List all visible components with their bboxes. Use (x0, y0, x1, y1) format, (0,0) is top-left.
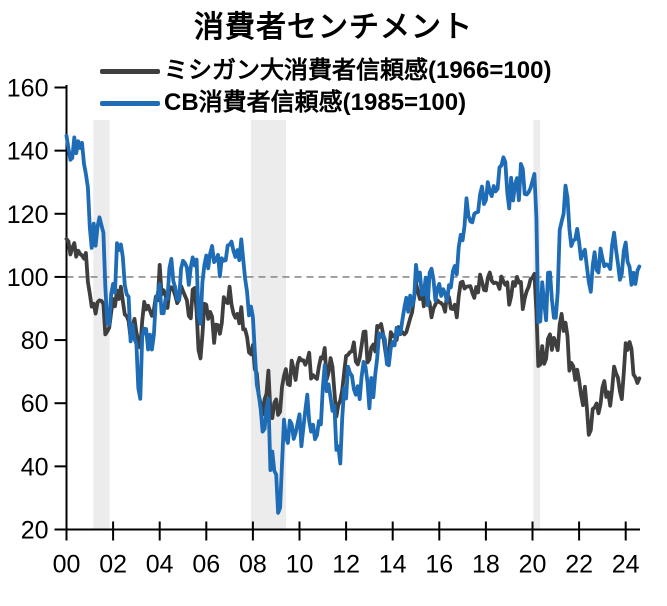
x-tick-label-04: 04 (146, 551, 174, 579)
legend-label-michigan: ミシガン大消費者信頼感(1966=100) (164, 57, 552, 84)
x-tick-label-16: 16 (425, 551, 453, 579)
legend-row-michigan: ミシガン大消費者信頼感(1966=100) (100, 55, 551, 87)
x-tick-label-20: 20 (519, 551, 547, 579)
y-tick-label-40: 40 (21, 453, 49, 481)
recession-band (93, 85, 110, 530)
y-tick-label-140: 140 (7, 138, 49, 166)
chart-title: 消費者センチメント (194, 11, 473, 44)
x-tick-label-22: 22 (565, 551, 593, 579)
x-tick-label-08: 08 (239, 551, 267, 579)
x-tick-label-10: 10 (286, 551, 314, 579)
x-tick-label-00: 00 (53, 551, 81, 579)
x-tick-label-24: 24 (612, 551, 640, 579)
y-tick-label-20: 20 (21, 517, 49, 545)
chart-legend: ミシガン大消費者信頼感(1966=100) CB消費者信頼感(1985=100) (92, 54, 558, 120)
x-tick-label-02: 02 (99, 551, 127, 579)
legend-line-michigan-icon (100, 68, 160, 74)
y-tick-label-160: 160 (7, 75, 49, 103)
x-tick-label-18: 18 (472, 551, 500, 579)
y-tick-label-120: 120 (7, 201, 49, 229)
legend-row-cb: CB消費者信頼感(1985=100) (100, 87, 551, 119)
x-tick-label-06: 06 (192, 551, 220, 579)
x-tick-label-12: 12 (332, 551, 360, 579)
x-tick-label-14: 14 (379, 551, 407, 579)
series-line-cb (64, 133, 642, 515)
legend-line-cb-icon (100, 100, 160, 106)
legend-label-cb: CB消費者信頼感(1985=100) (164, 89, 467, 116)
y-tick-label-60: 60 (21, 390, 49, 418)
y-tick-label-80: 80 (21, 327, 49, 355)
y-tick-label-100: 100 (7, 264, 49, 292)
